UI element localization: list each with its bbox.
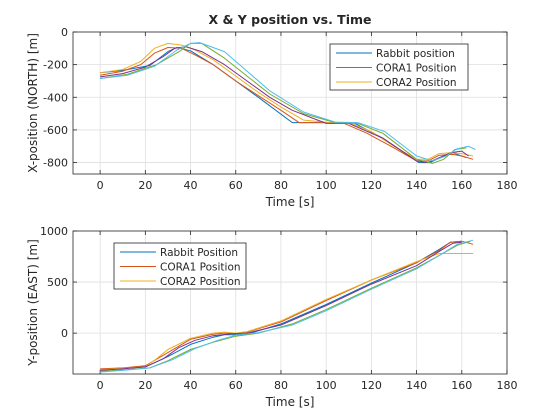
x-tick-label: 140 [406, 379, 427, 392]
x-tick-label: 40 [184, 179, 198, 192]
x-tick-label: 80 [274, 379, 288, 392]
series-line-0 [100, 47, 467, 164]
y-tick-label: 0 [61, 26, 68, 39]
chart-title: X & Y position vs. Time [208, 12, 371, 27]
y-tick-label: 500 [47, 276, 68, 289]
series-line-5 [100, 42, 476, 162]
y-tick-label: -200 [43, 59, 68, 72]
x-axis-label: Time [s] [265, 195, 315, 209]
series-lines [100, 42, 476, 164]
x-tick-label: 0 [97, 179, 104, 192]
legend: Rabbit position CORA1 Position CORA2 Posit… [329, 43, 469, 91]
x-tick-label: 40 [184, 379, 198, 392]
y-tick-label: 1000 [40, 225, 68, 238]
x-tick-label: 20 [138, 379, 152, 392]
x-axis-label: Time [s] [265, 395, 315, 409]
plot-top: 0 20 40 60 80 100 120 140 160 180 0 -200 -400 -600 -80… [26, 12, 518, 209]
legend-label: CORA2 Position [160, 276, 241, 288]
plot-bottom: 0 20 40 60 80 100 120 140 160 180 1000 500 0 Time [s]… [26, 225, 518, 409]
legend: Rabbit Position CORA1 Position CORA2 Posit… [113, 242, 247, 290]
x-tick-label: 160 [451, 379, 472, 392]
legend-label: Rabbit position [376, 48, 455, 60]
x-tick-label: 100 [316, 179, 337, 192]
x-tick-label: 60 [229, 179, 243, 192]
x-tick-label: 20 [138, 179, 152, 192]
series-line-5 [100, 239, 474, 373]
x-tick-label: 180 [497, 179, 518, 192]
series-line-1 [100, 47, 474, 162]
y-tick-label: -600 [43, 124, 68, 137]
y-tick-label: -800 [43, 157, 68, 170]
x-tick-label: 100 [316, 379, 337, 392]
series-line-3 [100, 46, 469, 164]
x-tick-label: 120 [361, 379, 382, 392]
axes-box [72, 31, 508, 175]
x-tick-label: 120 [361, 179, 382, 192]
y-tick-label: -400 [43, 91, 68, 104]
x-tick-label: 140 [406, 179, 427, 192]
x-tick-label: 80 [274, 179, 288, 192]
series-line-2 [100, 42, 474, 160]
y-axis-label: Y-position (EAST) [m] [26, 239, 40, 367]
legend-label: Rabbit Position [160, 247, 238, 259]
series-line-3 [100, 241, 462, 371]
legend-label: CORA1 Position [376, 63, 457, 75]
legend-label: CORA1 Position [160, 262, 241, 274]
x-tick-label: 160 [451, 179, 472, 192]
axes-box [72, 230, 508, 375]
series-line-4 [100, 42, 467, 164]
legend-label: CORA2 Position [376, 77, 457, 89]
x-tick-label: 0 [97, 379, 104, 392]
y-axis-label: X-position (NORTH) [m] [26, 33, 40, 173]
series-lines [100, 239, 474, 373]
x-tick-label: 60 [229, 379, 243, 392]
x-tick-label: 180 [497, 379, 518, 392]
y-tick-label: 0 [61, 327, 68, 340]
